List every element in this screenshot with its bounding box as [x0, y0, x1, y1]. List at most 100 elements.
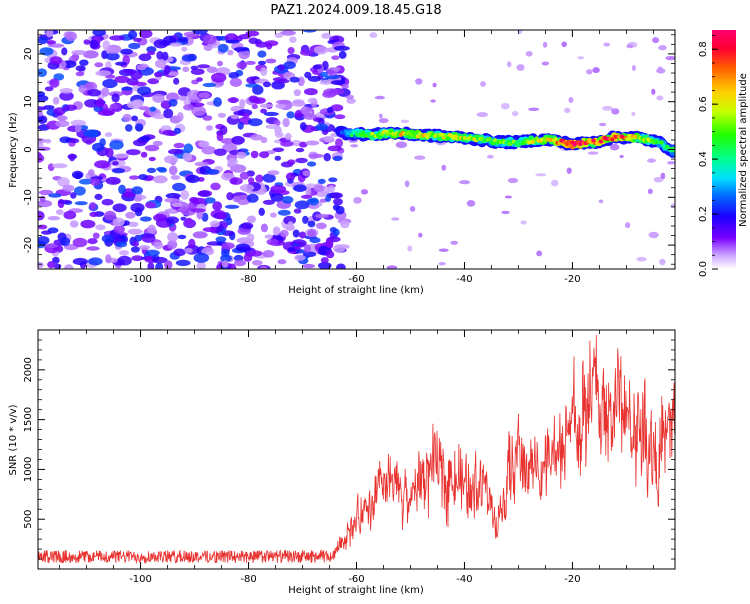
- spectrogram-cell: [270, 184, 287, 194]
- spectrogram-cell: [173, 127, 182, 135]
- spectrogram-cell: [338, 50, 347, 59]
- spectrogram-cell: [83, 50, 99, 59]
- snr-frame: [37, 329, 676, 570]
- spectrogram-cell: [255, 174, 264, 183]
- spectrogram-cell: [257, 60, 267, 65]
- spectrogram-cell: [152, 175, 168, 184]
- spectrogram-cell: [61, 47, 68, 56]
- spectrogram-cell: [602, 105, 613, 111]
- spectrogram-cell: [656, 95, 664, 101]
- spectrogram-cell: [409, 206, 416, 212]
- spectrogram-cell: [260, 108, 267, 114]
- spectrogram-cell: [273, 119, 281, 127]
- spectrogram-cell: [202, 82, 217, 88]
- spectrogram-cell: [418, 232, 423, 238]
- spectrogram-cell: [592, 67, 600, 74]
- spectrogram-cell: [51, 163, 68, 169]
- spectrogram-cell: [304, 71, 312, 79]
- spectrogram-cell: [153, 241, 164, 250]
- spectrogram-cell: [432, 82, 437, 88]
- spectrogram-cell: [38, 262, 44, 268]
- spectrogram-cell: [320, 71, 328, 78]
- spectrogram-cell: [193, 252, 210, 263]
- spectrogram-cell: [407, 245, 413, 252]
- y-tick-label: 1500: [23, 407, 34, 432]
- spectrogram-cell: [83, 129, 99, 138]
- spectrogram-cell: [561, 41, 567, 48]
- spectrogram-cell: [360, 189, 369, 195]
- spectrogram-cell: [309, 237, 321, 244]
- spectrogram-cell: [154, 71, 163, 78]
- spectrogram-cell: [279, 229, 289, 238]
- spectrogram-cell: [404, 180, 410, 188]
- spectrogram-cell: [262, 199, 275, 205]
- spectrogram-cell: [44, 244, 59, 248]
- spectrogram-cell: [112, 161, 119, 166]
- spectrogram-cell: [240, 222, 254, 230]
- spectrogram-cell: [227, 97, 240, 103]
- spectrogram-cell: [52, 256, 60, 264]
- spectrogram-cell: [168, 165, 178, 176]
- spectrogram-cell: [237, 121, 244, 130]
- spectrogram-cell: [293, 184, 307, 192]
- spectrogram-cell: [286, 111, 295, 119]
- spectrogram-cell: [201, 145, 216, 155]
- spectrogram-cell: [330, 104, 344, 112]
- spectrogram-cell: [104, 210, 117, 221]
- spectrogram-ridge-cell: [610, 137, 615, 142]
- spectrogram-cell: [260, 67, 268, 76]
- spectrogram-cell: [658, 45, 667, 51]
- spectrogram-cell: [667, 161, 675, 165]
- spectrogram-cell: [246, 215, 256, 224]
- spectrogram-cell: [188, 238, 196, 249]
- spectrogram-cell: [114, 75, 130, 84]
- spectrogram-cell: [248, 250, 263, 257]
- y-tick-label: 20: [23, 48, 34, 61]
- spectrogram-cell: [92, 30, 106, 37]
- spectrogram-cell: [246, 193, 259, 203]
- spectrogram-cell: [167, 239, 178, 250]
- spectrogram-cell: [245, 60, 256, 65]
- spectrogram-cell: [38, 36, 48, 45]
- spectrogram-cell: [292, 229, 300, 238]
- spectrogram-cell: [89, 39, 99, 49]
- spectrogram-cell: [87, 89, 102, 97]
- spectrogram-cell: [164, 197, 179, 203]
- spectrogram-cell: [118, 184, 126, 195]
- spectrogram-cell: [71, 50, 87, 55]
- spectrogram-cell: [120, 48, 133, 55]
- spectrogram-cell: [245, 83, 260, 88]
- spectrogram-cell: [197, 64, 211, 69]
- spectrogram-cell: [331, 55, 340, 60]
- spectrogram-cell: [138, 174, 148, 180]
- spectrogram-cell: [653, 176, 664, 183]
- spectrogram-cell: [378, 113, 383, 119]
- spectrogram-cell: [329, 227, 337, 233]
- spectrogram-cell: [125, 211, 136, 219]
- spectrogram-cell: [248, 177, 255, 185]
- spectrogram-cell: [386, 265, 398, 269]
- spectrogram-cell: [88, 169, 95, 177]
- spectrogram-cell: [169, 42, 183, 47]
- spectrogram-cell: [133, 99, 144, 108]
- spectrogram-cell: [262, 250, 275, 258]
- spectrogram-cell: [194, 161, 210, 167]
- spectrogram-cell: [49, 78, 60, 88]
- spectrogram-ridge-cell: [415, 134, 420, 139]
- spectrogram-cell: [260, 136, 268, 144]
- spectrogram-cell: [166, 208, 176, 214]
- spectrogram-cell: [111, 93, 120, 103]
- spectrogram-cell: [340, 220, 350, 229]
- spectrogram-cell: [128, 30, 138, 40]
- spectrogram-cell: [105, 52, 120, 61]
- spectrogram-cell: [272, 226, 281, 236]
- spectrogram-cell: [341, 84, 349, 89]
- spectrogram-cell: [185, 217, 193, 225]
- spectrogram-cell: [233, 47, 249, 52]
- colorbar: 0.0 0.2 0.4 0.6 0.8 Normalized spectral ampl…: [698, 30, 749, 277]
- spectrogram-cell: [238, 49, 250, 60]
- snr-series-line: [38, 334, 675, 565]
- spectrogram-cell: [283, 61, 296, 69]
- spectrogram-cell: [213, 148, 227, 156]
- spectrogram-cell: [173, 77, 180, 85]
